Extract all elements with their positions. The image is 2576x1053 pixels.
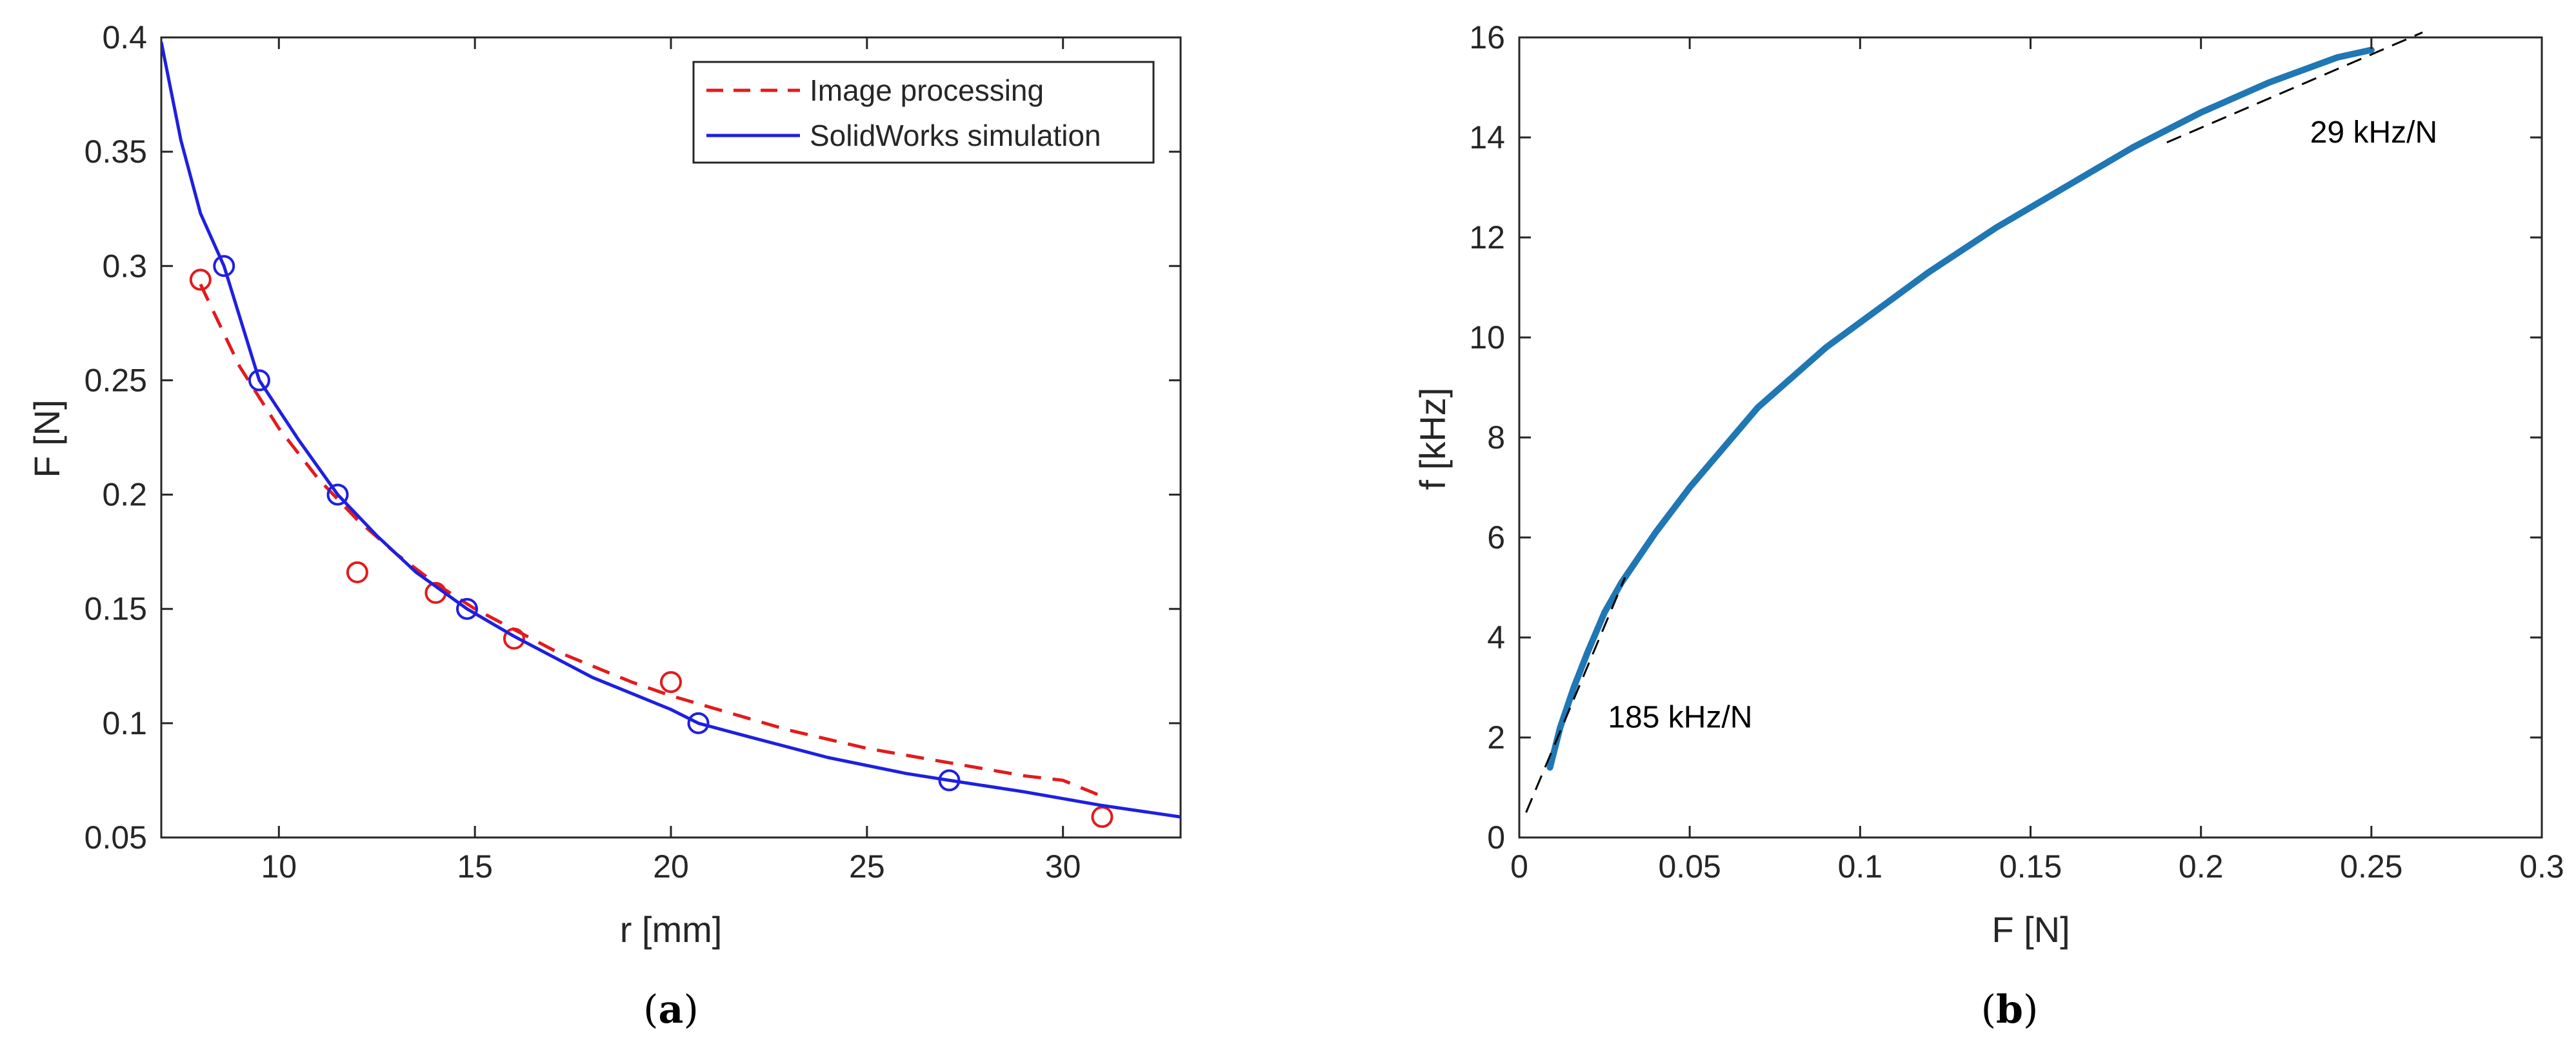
panel-a-data-point-solidworks <box>326 483 349 506</box>
legend-box <box>692 61 1155 164</box>
panel-a-x-tick-label: 10 <box>261 848 297 885</box>
panel-a-legend: Image processing SolidWorks simulation <box>692 61 1155 164</box>
panel-b-x-tick-label: 0.15 <box>1999 848 2062 885</box>
panel-b-y-tick-label: 10 <box>1469 319 1505 356</box>
panel-a-y-tick-label: 0.3 <box>102 248 147 284</box>
panel-b-y-tick-label: 14 <box>1469 119 1505 155</box>
panel-a-x-tick-label: 20 <box>653 848 689 885</box>
panel-a-x-tick-label: 15 <box>457 848 493 885</box>
panel-a-x-axis-label: r [mm] <box>620 909 723 950</box>
panel-b-x-tick-label: 0.05 <box>1659 848 1721 885</box>
panel-a-y-tick-label: 0.05 <box>85 819 147 856</box>
panel-b-y-axis-label: f [kHz] <box>1412 388 1453 490</box>
panel-b-series-line <box>1546 46 2375 771</box>
panel-a-plot-area <box>160 36 1182 839</box>
panel-a-x-tick-label: 25 <box>849 848 885 885</box>
panel-a-data-point-image-processing <box>346 561 368 584</box>
panel-b-caption-open: ( <box>1981 987 1996 1032</box>
panel-a-chart: 10 15 20 25 30 0.05 0.1 0.15 0.2 0.25 0.3 0.35 0.4 r… <box>26 19 1182 1032</box>
panel-b-caption: (b) <box>1981 987 2039 1032</box>
panel-b-caption-letter: b <box>1996 987 2023 1032</box>
panel-b-x-tick-label: 0.1 <box>1838 848 1883 885</box>
panel-b-y-tick-label: 12 <box>1469 219 1505 256</box>
panel-a-caption-open: ( <box>643 987 658 1032</box>
panel-b-x-tick-label: 0.2 <box>2179 848 2224 885</box>
panel-b-y-tick-label: 6 <box>1487 519 1505 556</box>
panel-a-data-point-image-processing <box>189 268 212 291</box>
panel-a-data-point-image-processing <box>503 627 525 650</box>
panel-b-slope-annotation: 185 kHz/N <box>1608 701 1752 735</box>
panel-b-tangent-line <box>2166 31 2423 144</box>
panel-b-x-tick-label: 0.3 <box>2519 848 2564 885</box>
panel-a-y-tick-label: 0.1 <box>102 705 147 741</box>
panel-a-y-tick-label: 0.2 <box>102 477 147 513</box>
panel-b-x-axis-label: F [N] <box>1992 909 2070 950</box>
panel-a-data-point-solidworks <box>248 369 270 392</box>
panel-b-y-tick-label: 0 <box>1487 819 1505 856</box>
panel-a-y-axis-label: F [N] <box>26 399 67 477</box>
panel-a-data-point-solidworks <box>456 597 478 620</box>
panel-a-data-point-image-processing <box>1091 806 1113 828</box>
panel-b-caption-close: ) <box>2023 987 2038 1032</box>
panel-a-x-tick-label: 30 <box>1045 848 1081 885</box>
panel-a-data-point-solidworks <box>213 255 235 277</box>
panel-a-data-point-solidworks <box>938 769 961 792</box>
legend-label-image-processing: Image processing <box>810 74 1044 107</box>
panel-a-data-point-image-processing <box>660 671 682 694</box>
panel-b-y-tick-label: 16 <box>1469 19 1505 55</box>
panel-b-y-tick-label: 4 <box>1487 619 1505 656</box>
panel-b-y-tick-label: 2 <box>1487 719 1505 756</box>
panel-a-y-tick-label: 0.4 <box>102 19 147 55</box>
panel-b-x-tick-label: 0 <box>1510 848 1528 885</box>
panel-b-y-tick-label: 8 <box>1487 419 1505 456</box>
panel-b-slope-annotation: 29 kHz/N <box>2310 115 2437 150</box>
panel-a-data-point-solidworks <box>687 712 710 734</box>
panel-b-tangent-line <box>1525 577 1626 813</box>
panel-a-y-tick-label: 0.35 <box>85 134 147 170</box>
panel-b-chart: 185 kHz/N 29 kHz/N 0 0.05 0.1 0.15 0.2 0.25 0.3… <box>1412 19 2564 1032</box>
panel-b-x-tick-label: 0.25 <box>2340 848 2402 885</box>
panel-a-series-line-solidworks <box>161 41 1181 819</box>
panel-a-caption-letter: a <box>659 987 684 1032</box>
panel-a-caption-close: ) <box>683 987 698 1032</box>
legend-label-solidworks: SolidWorks simulation <box>810 119 1101 152</box>
panel-b-plot-area <box>1518 36 2543 839</box>
panel-a-y-tick-label: 0.25 <box>85 362 147 398</box>
panel-a-y-tick-label: 0.15 <box>85 591 147 627</box>
panel-a-caption: (a) <box>643 987 699 1032</box>
panel-a-series-line-image-processing <box>199 283 1103 798</box>
